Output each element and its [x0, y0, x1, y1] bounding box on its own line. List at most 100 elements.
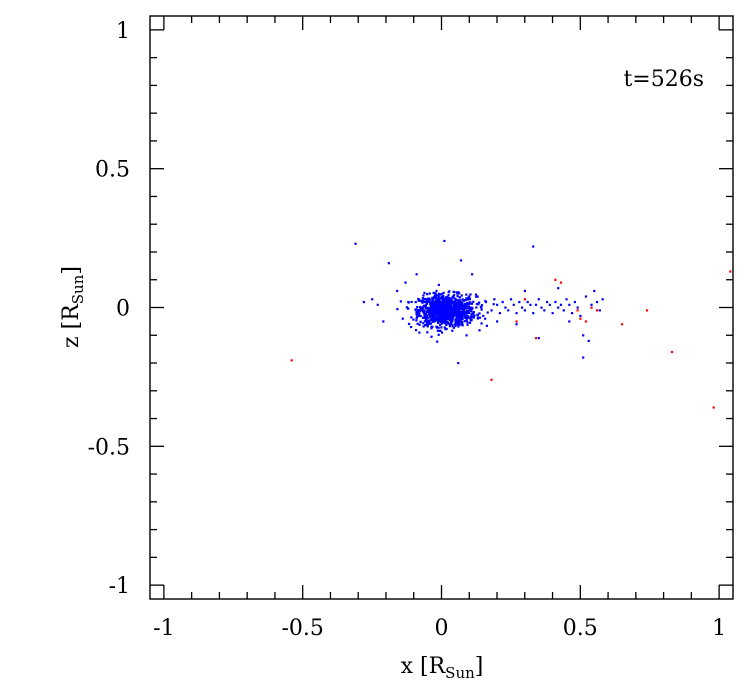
data-point — [452, 312, 455, 315]
data-point — [457, 309, 460, 312]
data-point — [579, 317, 582, 320]
data-point — [554, 300, 557, 304]
data-point — [466, 323, 469, 326]
data-point — [419, 306, 422, 309]
data-point — [446, 296, 450, 300]
data-point — [449, 315, 453, 318]
data-point — [466, 298, 469, 301]
data-point — [480, 322, 483, 325]
data-point — [598, 309, 601, 312]
y-axis-title-main: z [R — [59, 303, 84, 348]
data-point — [431, 297, 434, 300]
data-point — [418, 331, 421, 334]
data-point — [537, 298, 540, 301]
data-point — [431, 303, 434, 306]
data-point — [382, 320, 385, 323]
data-point — [512, 303, 515, 306]
data-point — [457, 302, 460, 305]
data-point — [436, 320, 439, 323]
data-point — [432, 314, 436, 318]
data-point — [457, 306, 460, 309]
data-point — [412, 318, 415, 321]
data-point — [465, 297, 468, 300]
data-point — [465, 334, 468, 337]
data-point — [463, 307, 466, 310]
data-point — [534, 337, 538, 340]
data-point — [371, 298, 374, 301]
x-tick-label: 1 — [712, 616, 726, 641]
data-point — [432, 306, 435, 310]
data-point — [426, 331, 429, 334]
data-point — [456, 299, 459, 302]
data-point — [439, 309, 442, 312]
data-point — [436, 302, 439, 305]
data-point — [449, 312, 452, 315]
data-point — [445, 303, 448, 306]
data-point — [620, 323, 624, 326]
data-point — [443, 317, 447, 320]
data-point — [434, 312, 437, 315]
data-point — [498, 312, 501, 315]
data-point — [458, 323, 461, 326]
data-point — [584, 295, 588, 298]
data-point — [442, 318, 445, 321]
data-point — [463, 320, 466, 323]
data-point — [439, 314, 442, 317]
data-point — [421, 296, 425, 300]
data-point — [362, 300, 365, 304]
data-point — [452, 294, 456, 297]
data-point — [417, 297, 420, 301]
y-axis-title-close: ] — [59, 266, 84, 275]
data-point — [548, 303, 551, 306]
data-point — [424, 312, 427, 316]
data-point — [441, 298, 445, 302]
data-point — [446, 303, 450, 306]
data-point — [460, 304, 464, 307]
data-point — [417, 314, 421, 318]
data-point — [475, 295, 478, 298]
data-point — [422, 294, 425, 297]
data-point — [417, 308, 420, 312]
data-point — [427, 300, 430, 304]
data-point — [447, 311, 450, 314]
data-point — [452, 308, 456, 311]
data-point — [455, 313, 459, 316]
data-point — [461, 324, 464, 327]
data-point — [460, 301, 463, 304]
data-point — [545, 300, 549, 304]
data-point — [426, 320, 429, 323]
data-point — [448, 314, 451, 318]
data-point — [448, 290, 451, 293]
data-point — [521, 306, 524, 309]
data-point — [432, 297, 435, 300]
data-point — [430, 312, 433, 315]
data-point — [432, 291, 435, 294]
data-point — [448, 313, 451, 316]
data-point — [469, 293, 472, 296]
data-point — [468, 302, 471, 305]
data-point — [432, 320, 435, 323]
data-point — [428, 298, 431, 301]
data-point — [431, 299, 434, 303]
y-tick-label: 0 — [116, 297, 130, 322]
data-point — [441, 302, 444, 306]
data-point — [461, 298, 464, 301]
data-point — [422, 309, 425, 312]
data-point — [430, 327, 433, 330]
data-point — [419, 320, 422, 323]
data-point — [462, 299, 466, 302]
data-point — [437, 300, 440, 303]
data-point — [735, 368, 737, 370]
data-point — [464, 316, 467, 319]
data-point — [473, 314, 476, 317]
data-point — [443, 299, 446, 302]
data-point — [420, 306, 423, 310]
data-point — [537, 337, 540, 340]
data-point — [458, 299, 461, 302]
data-point — [468, 295, 471, 298]
data-point — [496, 303, 499, 306]
data-point — [464, 304, 468, 307]
data-point — [438, 315, 441, 318]
data-point — [457, 317, 460, 320]
data-point — [452, 301, 455, 304]
